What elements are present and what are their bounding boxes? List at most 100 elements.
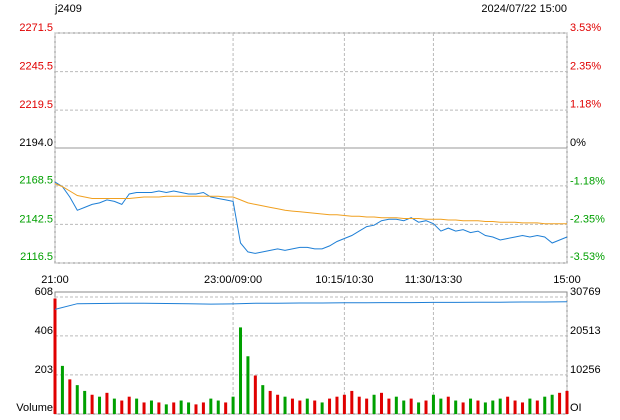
volume-bar bbox=[276, 394, 280, 414]
volume-bar bbox=[127, 396, 131, 414]
volume-bar bbox=[179, 400, 183, 414]
volume-bar bbox=[90, 394, 94, 414]
volume-bar bbox=[431, 394, 435, 414]
volume-bar bbox=[520, 402, 524, 414]
x-tick-label: 23:00/09:00 bbox=[204, 274, 262, 286]
y-tick-label: Volume bbox=[16, 402, 53, 414]
volume-bar bbox=[335, 396, 339, 414]
volume-bar bbox=[446, 396, 450, 414]
series-line bbox=[54, 181, 568, 254]
volume-bar bbox=[543, 396, 547, 414]
x-tick-label: 10:15/10:30 bbox=[315, 274, 373, 286]
volume-bar bbox=[394, 396, 398, 414]
y-tick-label: 608 bbox=[35, 286, 53, 298]
y2-tick-label: -3.53% bbox=[570, 251, 605, 263]
volume-bar bbox=[120, 400, 124, 414]
volume-bar bbox=[224, 402, 228, 414]
y-tick-label: 2168.5 bbox=[19, 175, 53, 187]
series-line bbox=[54, 183, 567, 225]
volume-bar bbox=[149, 400, 153, 414]
volume-bar bbox=[491, 400, 495, 414]
volume-bar bbox=[365, 398, 369, 414]
volume-bar bbox=[60, 365, 64, 414]
volume-bar bbox=[298, 400, 302, 414]
volume-bar bbox=[112, 398, 116, 414]
volume-bar bbox=[409, 398, 413, 414]
y-tick-label: 2116.5 bbox=[20, 251, 53, 263]
volume-bar bbox=[528, 398, 532, 414]
y-tick-label: 406 bbox=[35, 325, 53, 337]
volume-bar bbox=[417, 402, 421, 414]
volume-bar bbox=[350, 390, 354, 414]
y2-tick-label: 30769 bbox=[570, 286, 601, 298]
y-tick-label: 2194.0 bbox=[19, 137, 53, 149]
series-line bbox=[54, 301, 568, 310]
x-tick-label: 11:30/13:30 bbox=[405, 274, 462, 286]
y2-tick-label: 0% bbox=[570, 137, 586, 149]
y2-tick-label: 1.18% bbox=[570, 98, 601, 110]
volume-bar bbox=[261, 385, 265, 414]
volume-bar bbox=[513, 400, 517, 414]
volume-bar bbox=[454, 400, 458, 414]
volume-bar bbox=[53, 298, 57, 414]
volume-bar bbox=[194, 404, 198, 414]
volume-bar bbox=[313, 400, 317, 414]
volume-bar bbox=[461, 402, 465, 414]
y2-tick-label: 2.35% bbox=[570, 60, 601, 72]
volume-bar bbox=[305, 398, 309, 414]
volume-bar bbox=[483, 402, 487, 414]
volume-bar bbox=[201, 402, 205, 414]
y2-tick-label: -1.18% bbox=[570, 175, 605, 187]
y-tick-label: 203 bbox=[35, 364, 53, 376]
volume-bar bbox=[231, 396, 235, 414]
volume-bar bbox=[387, 398, 391, 414]
volume-bar bbox=[535, 400, 539, 414]
volume-bar bbox=[135, 398, 139, 414]
volume-bar bbox=[164, 404, 168, 414]
volume-bar bbox=[239, 327, 243, 414]
volume-bar bbox=[253, 375, 257, 414]
volume-bar bbox=[209, 398, 213, 414]
chart-title: j2409 bbox=[54, 3, 82, 15]
volume-bar bbox=[68, 379, 72, 414]
x-tick-label: 21:00 bbox=[41, 274, 69, 286]
x-tick-label: 15:00 bbox=[553, 274, 581, 286]
volume-bar bbox=[320, 402, 324, 414]
y-tick-label: 2219.5 bbox=[19, 99, 53, 111]
volume-bar bbox=[142, 402, 146, 414]
volume-bar bbox=[506, 396, 510, 414]
volume-bar bbox=[498, 398, 502, 414]
volume-bar bbox=[372, 394, 376, 414]
volume-bar bbox=[558, 392, 562, 414]
volume-bar bbox=[172, 402, 176, 414]
volume-bar bbox=[328, 398, 332, 414]
volume-bar bbox=[469, 398, 473, 414]
volume-bar bbox=[105, 392, 109, 414]
volume-bar bbox=[98, 396, 102, 414]
volume-bar bbox=[476, 400, 480, 414]
volume-bar bbox=[357, 396, 361, 414]
volume-bar bbox=[342, 394, 346, 414]
volume-bar bbox=[187, 402, 191, 414]
y2-tick-label: -2.35% bbox=[570, 213, 605, 225]
volume-bar bbox=[75, 385, 79, 414]
y2-tick-label: 20513 bbox=[570, 325, 601, 337]
y2-tick-label: 10256 bbox=[570, 364, 601, 376]
y2-tick-label: OI bbox=[570, 402, 582, 414]
volume-bar bbox=[402, 400, 406, 414]
volume-bar bbox=[83, 390, 87, 414]
volume-bar bbox=[379, 392, 383, 414]
volume-bar bbox=[565, 390, 569, 414]
volume-bar bbox=[550, 394, 554, 414]
volume-bar bbox=[268, 390, 272, 414]
volume-panel-frame bbox=[54, 291, 568, 415]
volume-bar bbox=[246, 356, 250, 414]
volume-bar bbox=[157, 402, 161, 414]
volume-bar bbox=[439, 398, 443, 414]
volume-bar bbox=[424, 400, 428, 414]
volume-bar bbox=[290, 398, 294, 414]
y2-tick-label: 3.53% bbox=[570, 22, 601, 34]
volume-bar bbox=[283, 396, 287, 414]
chart-subtitle: 2024/07/22 15:00 bbox=[481, 3, 567, 15]
